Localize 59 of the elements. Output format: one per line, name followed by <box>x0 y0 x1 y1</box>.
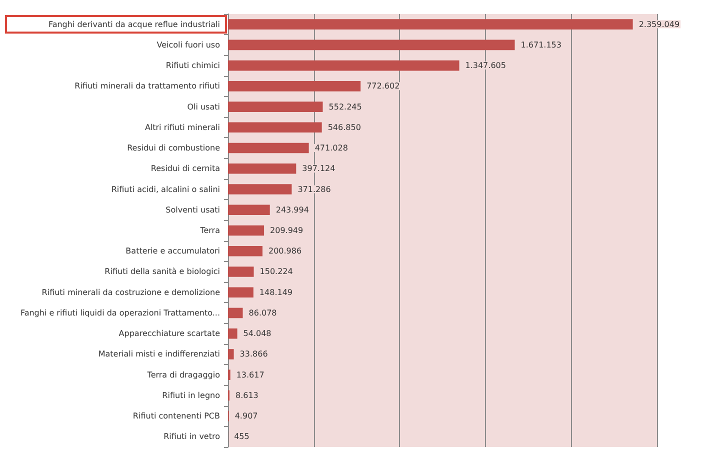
bar <box>228 81 361 92</box>
bar <box>228 19 633 30</box>
bar <box>228 142 309 154</box>
y-tick-label: Apparecchiature scartate <box>118 329 220 338</box>
bar <box>228 225 264 236</box>
y-tick-label: Rifiuti in vetro <box>164 432 220 442</box>
data-label: 200.986 <box>268 246 302 256</box>
y-tick-label: Rifiuti minerali da trattamento rifiuti <box>74 82 220 91</box>
data-label: 13.617 <box>236 370 264 380</box>
y-tick-label: Rifiuti della sanità e biologici <box>104 267 220 276</box>
data-label: 148.149 <box>259 288 293 297</box>
data-label: 2.359.049 <box>638 20 680 29</box>
y-tick-label: Rifiuti chimici <box>166 61 220 70</box>
bar <box>228 246 262 256</box>
y-tick-label: Fanghi derivanti da acque reflue industriali <box>48 20 220 29</box>
y-tick-label: Terra di dragaggio <box>146 370 220 380</box>
data-label: 209.949 <box>270 226 304 235</box>
y-tick-label: Residui di cernita <box>150 164 220 174</box>
y-tick-label: Batterie e accumulatori <box>126 246 220 256</box>
y-tick-label: Solventi usati <box>166 205 220 214</box>
bar <box>228 204 270 216</box>
y-tick-label: Rifiuti acidi, alcalini o salini <box>111 184 220 194</box>
data-label: 54.048 <box>243 329 272 338</box>
bar <box>228 40 515 50</box>
data-label: 1.347.605 <box>465 61 506 70</box>
y-tick-label: Oli usati <box>187 102 220 112</box>
bar <box>228 328 238 339</box>
bar <box>228 122 322 133</box>
bar <box>228 102 323 112</box>
data-label: 471.028 <box>314 144 348 153</box>
data-label: 552.245 <box>328 102 362 112</box>
y-tick-label: Fanghi e rifiuti liquidi da operazioni Trattamento... <box>20 308 220 318</box>
bar <box>228 349 234 360</box>
y-tick-label: Residui di combustione <box>127 144 220 153</box>
bar <box>228 163 296 174</box>
data-label: 243.994 <box>276 205 309 214</box>
data-label: 772.602 <box>366 82 400 91</box>
y-tick-label: Materiali misti e indifferenziati <box>98 350 220 359</box>
data-label: 86.078 <box>248 308 277 318</box>
bar <box>228 184 292 194</box>
bar <box>228 308 243 318</box>
y-tick-label: Rifiuti contenenti PCB <box>132 412 220 421</box>
bar <box>228 287 254 298</box>
data-label: 4.907 <box>234 412 258 421</box>
data-label: 455 <box>234 432 250 442</box>
bar <box>228 266 254 277</box>
data-label: 33.866 <box>240 350 268 359</box>
y-tick-label: Veicoli fuori uso <box>156 40 220 50</box>
data-label: 371.286 <box>298 184 331 194</box>
y-tick-label: Terra <box>199 226 220 235</box>
data-label: 8.613 <box>235 390 258 400</box>
y-tick-label: Rifiuti minerali da costruzione e demolizione <box>42 288 220 297</box>
data-label: 397.124 <box>302 164 336 174</box>
data-label: 546.850 <box>328 122 361 132</box>
y-tick-label: Altri rifiuti minerali <box>144 122 220 132</box>
bar <box>228 60 460 71</box>
y-tick-label: Rifiuti in legno <box>162 390 220 400</box>
data-label: 150.224 <box>260 267 293 276</box>
data-label: 1.671.153 <box>520 40 562 50</box>
